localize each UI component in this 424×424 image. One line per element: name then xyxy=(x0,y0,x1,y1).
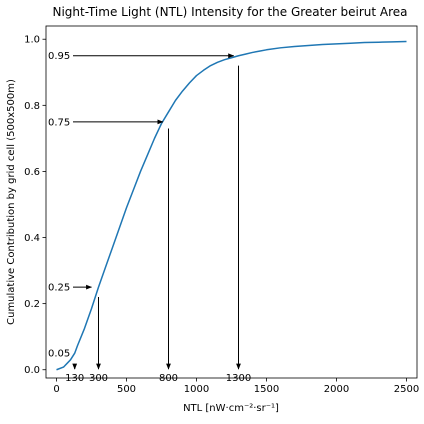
annotation-layer: 0.05 0.25 0.75 0.95 130 300 800 1300 xyxy=(48,51,251,384)
threshold-label: 1300 xyxy=(226,373,251,384)
y-tick-label: 0.6 xyxy=(24,167,40,178)
threshold-label: 300 xyxy=(89,373,108,384)
percentile-label: 0.05 xyxy=(48,349,70,360)
y-tick-label: 1.0 xyxy=(24,35,40,46)
y-tick-label: 0.2 xyxy=(24,299,40,310)
y-axis-label: Cumulative Contribution by grid cell (50… xyxy=(6,79,17,325)
y-tick-label: 0.4 xyxy=(24,233,40,244)
axes-frame xyxy=(45,25,418,379)
y-tick-label: 0.8 xyxy=(24,101,40,112)
series-layer xyxy=(56,40,407,371)
cumulative-ntl-line xyxy=(56,40,407,371)
x-tick-label: 2000 xyxy=(324,384,349,395)
x-tick-label: 500 xyxy=(117,384,136,395)
x-tick-label: 1500 xyxy=(254,384,279,395)
x-tick-label: 1000 xyxy=(184,384,209,395)
threshold-label: 130 xyxy=(65,373,84,384)
x-tick-label: 0 xyxy=(53,384,59,395)
chart-title: Night-Time Light (NTL) Intensity for the… xyxy=(53,5,408,19)
x-axis-ticks: 0 500 1000 1500 2000 2500 xyxy=(53,378,419,395)
percentile-label: 0.95 xyxy=(48,51,70,62)
threshold-label: 800 xyxy=(159,373,178,384)
y-axis-ticks: 0.0 0.2 0.4 0.6 0.8 1.0 xyxy=(24,35,46,376)
plot-area xyxy=(45,25,418,379)
percentile-label: 0.75 xyxy=(48,117,70,128)
x-tick-label: 2500 xyxy=(394,384,419,395)
x-axis-label: NTL [nW·cm⁻²·sr⁻¹] xyxy=(183,403,279,414)
y-tick-label: 0.0 xyxy=(24,365,40,376)
percentile-label: 0.25 xyxy=(48,283,70,294)
